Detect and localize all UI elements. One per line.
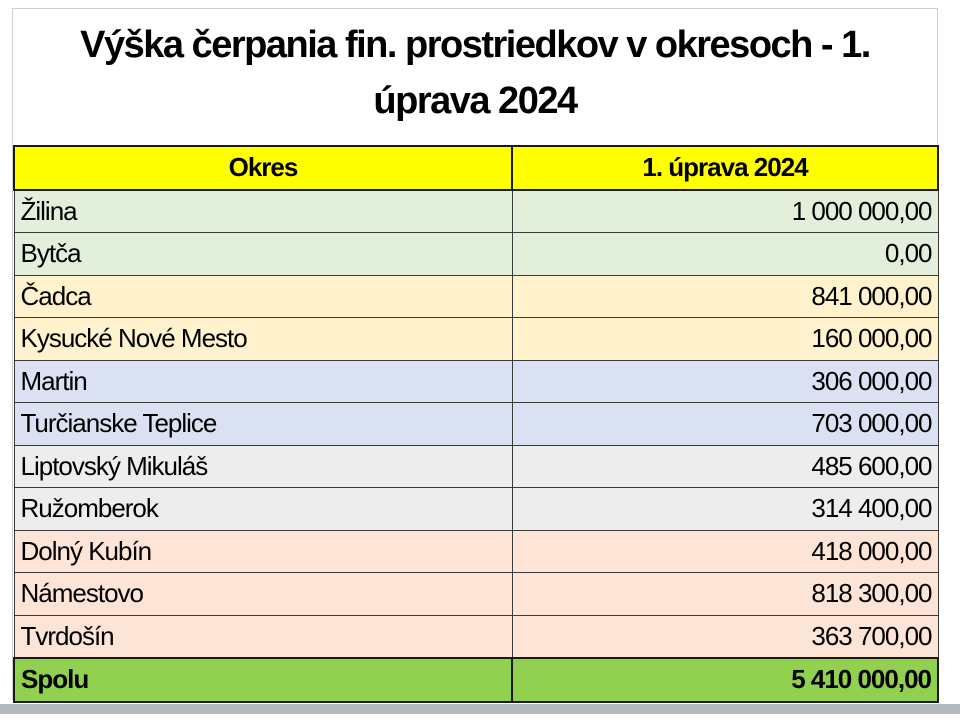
district-name-cell[interactable]: Bytča <box>13 232 513 276</box>
table-row: Žilina 1 000 000,00 <box>13 189 939 233</box>
title-line-1: Výška čerpania fin. prostriedkov v okres… <box>80 24 871 66</box>
amount-cell[interactable]: 363 700,00 <box>511 614 939 659</box>
table-row: Ružomberok 314 400,00 <box>13 487 939 531</box>
table-row: Martin 306 000,00 <box>13 359 939 403</box>
table-row: Tvrdošín 363 700,00 <box>13 614 939 659</box>
table-header-row: Okres 1. úprava 2024 <box>13 145 939 191</box>
district-table: Okres 1. úprava 2024 Žilina 1 000 000,00 B… <box>13 145 939 703</box>
title-line-2: úprava 2024 <box>373 80 578 122</box>
amount-cell[interactable]: 1 000 000,00 <box>511 189 939 233</box>
district-name-cell[interactable]: Tvrdošín <box>13 614 513 659</box>
district-name-cell[interactable]: Ružomberok <box>13 487 513 531</box>
amount-cell[interactable]: 160 000,00 <box>511 317 939 361</box>
district-name-cell[interactable]: Kysucké Nové Mesto <box>13 317 513 361</box>
district-name-cell[interactable]: Turčianske Teplice <box>13 402 513 446</box>
district-name-cell[interactable]: Žilina <box>13 189 513 233</box>
table-row: Liptovský Mikuláš 485 600,00 <box>13 444 939 488</box>
table-row: Bytča 0,00 <box>13 232 939 276</box>
header-uprava-2024[interactable]: 1. úprava 2024 <box>511 145 939 191</box>
table-row: Kysucké Nové Mesto 160 000,00 <box>13 317 939 361</box>
table-row: Turčianske Teplice 703 000,00 <box>13 402 939 446</box>
district-name-cell[interactable]: Čadca <box>13 274 513 318</box>
amount-cell[interactable]: 418 000,00 <box>511 529 939 573</box>
district-name-cell[interactable]: Dolný Kubín <box>13 529 513 573</box>
total-label-cell[interactable]: Spolu <box>13 657 513 703</box>
page-title: Výška čerpania fin. prostriedkov v okres… <box>13 17 937 129</box>
amount-cell[interactable]: 0,00 <box>511 232 939 276</box>
district-name-cell[interactable]: Liptovský Mikuláš <box>13 444 513 488</box>
table-row: Čadca 841 000,00 <box>13 274 939 318</box>
district-name-cell[interactable]: Námestovo <box>13 572 513 616</box>
amount-cell[interactable]: 703 000,00 <box>511 402 939 446</box>
table-row: Námestovo 818 300,00 <box>13 572 939 616</box>
bottom-scroll-bar <box>0 704 960 714</box>
amount-cell[interactable]: 306 000,00 <box>511 359 939 403</box>
amount-cell[interactable]: 818 300,00 <box>511 572 939 616</box>
total-row: Spolu 5 410 000,00 <box>13 657 939 703</box>
district-name-cell[interactable]: Martin <box>13 359 513 403</box>
spreadsheet-sheet: Výška čerpania fin. prostriedkov v okres… <box>12 8 939 703</box>
amount-cell[interactable]: 314 400,00 <box>511 487 939 531</box>
total-value-cell[interactable]: 5 410 000,00 <box>511 657 939 703</box>
table-row: Dolný Kubín 418 000,00 <box>13 529 939 573</box>
amount-cell[interactable]: 841 000,00 <box>511 274 939 318</box>
header-okres[interactable]: Okres <box>13 145 513 191</box>
amount-cell[interactable]: 485 600,00 <box>511 444 939 488</box>
